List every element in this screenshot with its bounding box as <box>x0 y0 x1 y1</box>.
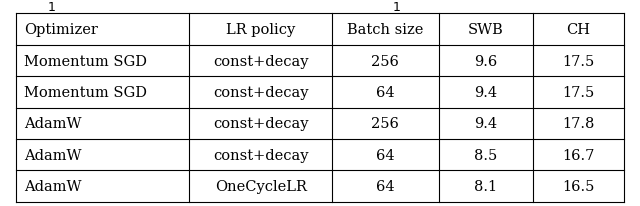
Text: 64: 64 <box>376 85 395 99</box>
Text: 16.7: 16.7 <box>562 148 595 162</box>
Text: 256: 256 <box>371 117 399 131</box>
Text: AdamW: AdamW <box>24 148 82 162</box>
Text: 64: 64 <box>376 148 395 162</box>
Text: SWB: SWB <box>468 23 504 37</box>
Text: 64: 64 <box>376 179 395 193</box>
Text: const+decay: const+decay <box>213 85 308 99</box>
Text: 1: 1 <box>393 1 401 14</box>
Text: 8.1: 8.1 <box>474 179 497 193</box>
Text: 1: 1 <box>47 1 55 14</box>
Text: AdamW: AdamW <box>24 117 82 131</box>
Text: const+decay: const+decay <box>213 148 308 162</box>
Text: Optimizer: Optimizer <box>24 23 98 37</box>
Text: Momentum SGD: Momentum SGD <box>24 85 147 99</box>
Text: 17.5: 17.5 <box>563 85 595 99</box>
Text: Batch size: Batch size <box>347 23 424 37</box>
Text: 256: 256 <box>371 54 399 68</box>
Text: CH: CH <box>566 23 591 37</box>
Text: OneCycleLR: OneCycleLR <box>215 179 307 193</box>
Text: 9.4: 9.4 <box>474 117 497 131</box>
Text: 9.4: 9.4 <box>474 85 497 99</box>
Text: 9.6: 9.6 <box>474 54 497 68</box>
Text: 8.5: 8.5 <box>474 148 497 162</box>
Text: Momentum SGD: Momentum SGD <box>24 54 147 68</box>
Text: const+decay: const+decay <box>213 54 308 68</box>
Text: AdamW: AdamW <box>24 179 82 193</box>
Text: 17.8: 17.8 <box>562 117 595 131</box>
Text: 17.5: 17.5 <box>563 54 595 68</box>
Text: 16.5: 16.5 <box>562 179 595 193</box>
Text: const+decay: const+decay <box>213 117 308 131</box>
Text: LR policy: LR policy <box>226 23 295 37</box>
